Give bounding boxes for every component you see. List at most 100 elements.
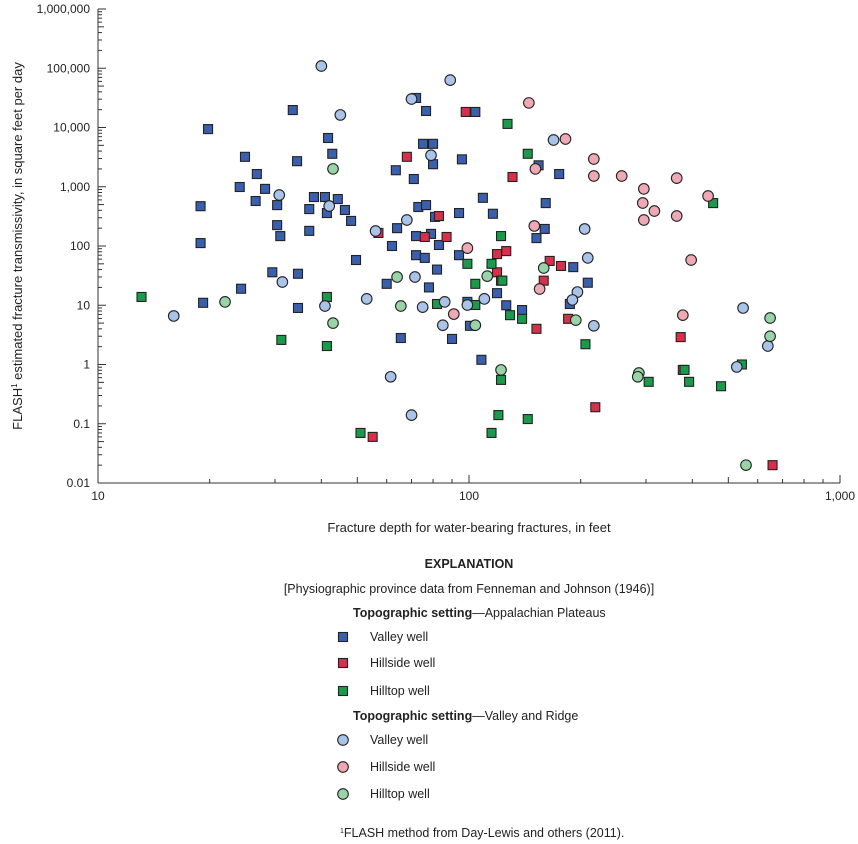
square-point xyxy=(236,283,247,294)
circle-point xyxy=(637,214,650,226)
square-point xyxy=(476,354,487,365)
y-tick-label: 1,000 xyxy=(60,180,90,194)
circle-point xyxy=(537,262,550,274)
y-axis-title-superscript: 1 xyxy=(10,383,19,388)
square-point xyxy=(544,255,555,266)
square-point xyxy=(486,427,497,438)
square-point xyxy=(539,223,550,234)
square-point xyxy=(411,250,422,261)
series-appalachian-plateaus-hilltop-well xyxy=(136,118,747,438)
square-point xyxy=(427,159,439,170)
circle-point xyxy=(276,276,289,288)
circle-point xyxy=(495,364,507,376)
square-point xyxy=(419,231,430,243)
square-point xyxy=(304,204,315,215)
circle-point xyxy=(547,134,560,146)
data-points xyxy=(136,60,778,472)
x-tick-label: 10 xyxy=(91,489,105,503)
square-point xyxy=(198,297,209,308)
legend-heading-rest: —Appalachian Plateaus xyxy=(472,606,605,620)
square-point xyxy=(411,231,422,242)
y-tick-label: 1 xyxy=(83,358,90,372)
square-point xyxy=(493,410,504,421)
legend-heading-rest: —Valley and Ridge xyxy=(472,709,578,723)
y-tick-label: 10 xyxy=(77,298,91,312)
circle-point xyxy=(425,149,437,162)
square-point xyxy=(433,211,445,222)
square-point xyxy=(580,339,591,350)
legend-items: Valley well Hillside well Hilltop well Vall… xyxy=(337,630,435,801)
square-point xyxy=(292,268,304,279)
y-tick-label: 100,000 xyxy=(47,61,91,75)
circle-point xyxy=(327,163,339,175)
square-point xyxy=(392,223,403,234)
circle-point xyxy=(444,74,457,86)
circle-point xyxy=(737,302,749,314)
square-point xyxy=(433,239,445,251)
y-tick-label: 100 xyxy=(70,239,90,253)
circle-point xyxy=(167,310,180,322)
circle-point xyxy=(528,220,541,232)
square-point xyxy=(716,381,727,392)
circle-point xyxy=(438,296,451,308)
circle-point xyxy=(323,200,336,212)
series-valley-and-ridge-valley-well xyxy=(167,60,774,421)
y-axis-title: FLASH1 estimated fracture transmissivity… xyxy=(10,62,25,430)
circle-point xyxy=(478,293,491,305)
circle-point xyxy=(273,189,286,201)
legend-group-heading: Topographic setting—Valley and Ridge xyxy=(353,709,578,723)
circle-point xyxy=(369,225,382,237)
footnote-text: FLASH method from Day-Lewis and others (… xyxy=(344,826,624,840)
square-point xyxy=(540,198,551,209)
circle-point xyxy=(523,97,535,109)
square-point xyxy=(292,302,304,314)
legend-item-label: Valley well xyxy=(370,733,428,747)
square-point xyxy=(497,275,508,286)
legend-square-marker xyxy=(337,657,349,669)
y-tick-label: 10,000 xyxy=(53,121,90,135)
square-point xyxy=(308,192,319,203)
circle-point xyxy=(315,60,328,72)
square-point xyxy=(522,148,533,159)
circle-point xyxy=(581,252,594,264)
circle-point xyxy=(461,299,474,311)
y-tick-label: 0.1 xyxy=(73,417,90,431)
circle-point xyxy=(676,309,689,322)
square-point xyxy=(355,427,366,438)
circle-point xyxy=(569,314,582,327)
square-point xyxy=(390,165,401,176)
circle-point xyxy=(636,197,649,209)
legend-note: [Physiographic province data from Fennem… xyxy=(284,582,654,596)
circle-point xyxy=(334,109,347,121)
square-point xyxy=(643,376,654,387)
y-tick-label: 0.01 xyxy=(67,476,91,490)
square-point xyxy=(495,374,507,385)
square-point xyxy=(491,288,503,299)
circle-point xyxy=(559,133,572,145)
square-point xyxy=(491,249,503,260)
square-point xyxy=(487,208,498,219)
square-point xyxy=(321,340,332,352)
circle-point xyxy=(360,293,373,305)
square-point xyxy=(323,132,334,144)
legend-item-label: Hilltop well xyxy=(370,684,430,698)
circle-point xyxy=(416,301,429,313)
circle-point xyxy=(533,283,546,295)
square-point xyxy=(419,252,430,263)
circle-point xyxy=(730,361,743,373)
square-point xyxy=(486,258,497,269)
circle-point xyxy=(764,312,776,324)
circle-point xyxy=(578,223,591,235)
circle-point xyxy=(648,205,661,217)
square-point xyxy=(767,460,778,471)
circle-point xyxy=(405,93,418,105)
square-point xyxy=(350,254,362,266)
square-point xyxy=(456,154,467,165)
circle-point xyxy=(219,296,231,308)
x-tick-label: 1,000 xyxy=(825,489,855,503)
y-tick-label: 1,000,000 xyxy=(37,2,91,16)
circle-point xyxy=(566,294,579,306)
square-point xyxy=(339,204,350,216)
square-point xyxy=(420,200,432,211)
square-point xyxy=(272,220,283,231)
